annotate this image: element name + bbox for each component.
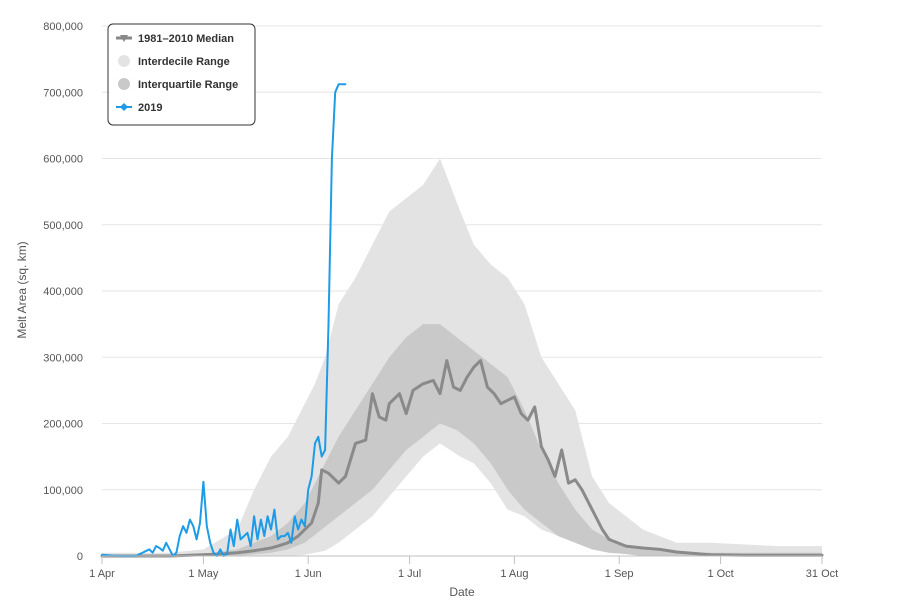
legend-diamond-marker [120,103,128,111]
series-lines [100,83,824,558]
legend: 1981–2010 Median Interdecile Range Interqu… [107,23,256,126]
x-tick-label: 1 Jun [295,568,322,580]
x-tick-label: 31 Oct [806,568,838,580]
x-tick-label: 1 Oct [707,568,733,580]
legend-band-swatch [118,55,130,67]
legend-label: Interdecile Range [138,56,230,68]
legend-triangle-marker [120,35,128,42]
x-tick-label: 1 May [188,568,218,580]
legend-entry: Interquartile Range [118,78,238,91]
y-axis-title: Melt Area (sq. km) [15,241,29,338]
x-tick-label: 1 Sep [605,568,634,580]
y-tick-label: 500,000 [43,220,83,232]
x-axis-title: Date [449,585,475,599]
legend-band-swatch [118,78,130,90]
y-tick-label: 800,000 [43,21,83,33]
legend-entry: 2019 [116,102,162,114]
legend-entry: 1981–2010 Median [116,33,234,45]
y-tick-label: 600,000 [43,154,83,166]
y-tick-label: 200,000 [43,419,83,431]
y-tick-label: 400,000 [43,286,83,298]
interquartile-band [102,324,822,556]
y-tick-label: 300,000 [43,352,83,364]
range-bands [102,158,822,556]
legend-entry: Interdecile Range [118,55,230,68]
y-tick-label: 0 [77,551,83,563]
y-tick-label: 100,000 [43,485,83,497]
median-line [100,359,824,558]
axes: 0 100,000 200,000 300,000 400,000 500,000 600,… [43,21,838,580]
x-tick-label: 1 Apr [89,568,115,580]
series-2019-line [101,83,347,557]
legend-label: Interquartile Range [138,79,238,91]
y-tick-label: 700,000 [43,87,83,99]
x-tick-label: 1 Aug [500,568,528,580]
legend-box [107,23,256,126]
x-tick-label: 1 Jul [398,568,421,580]
legend-label: 2019 [138,102,162,114]
legend-label: 1981–2010 Median [138,33,234,45]
